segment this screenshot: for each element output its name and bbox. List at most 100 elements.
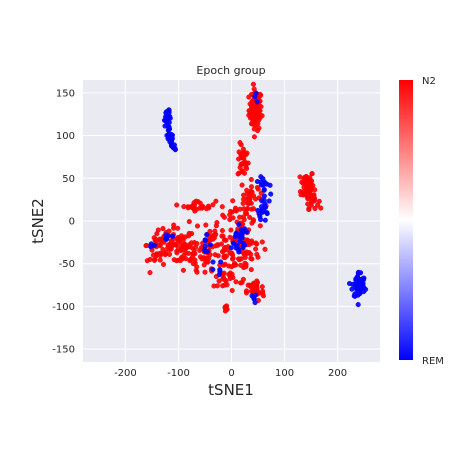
scatter-point <box>147 270 153 276</box>
scatter-point <box>236 221 242 227</box>
scatter-point <box>182 246 188 252</box>
x-tick-label: 0 <box>228 368 234 379</box>
scatter-point <box>248 267 254 273</box>
scatter-point <box>181 204 187 210</box>
scatter-point <box>305 189 311 195</box>
scatter-point <box>217 268 223 274</box>
scatter-point <box>260 176 266 182</box>
scatter-point <box>240 244 246 250</box>
scatter-point <box>227 270 233 276</box>
scatter-point <box>238 262 244 268</box>
scatter-point <box>255 128 261 134</box>
scatter-point <box>244 187 250 193</box>
scatter-point <box>250 81 256 87</box>
scatter-point <box>222 255 228 261</box>
scatter-point <box>268 191 274 197</box>
scatter-point <box>231 260 238 266</box>
scatter-point <box>238 227 244 233</box>
scatter-point <box>180 267 186 273</box>
scatter-point <box>239 182 245 188</box>
scatter-point <box>162 252 168 258</box>
scatter-point <box>182 234 188 240</box>
scatter-point <box>197 247 203 253</box>
scatter-point <box>247 199 253 205</box>
scatter-point <box>194 241 200 247</box>
scatter-point <box>262 246 268 252</box>
scatter-point <box>306 206 312 213</box>
scatter-point <box>171 241 177 247</box>
scatter-point <box>257 223 263 229</box>
scatter-point <box>194 223 201 229</box>
scatter-point <box>214 283 220 289</box>
scatter-point <box>355 286 361 293</box>
scatter-point <box>147 256 153 262</box>
scatter-point <box>242 254 248 261</box>
scatter-point <box>358 270 364 276</box>
scatter-point <box>204 255 210 261</box>
scatter-point <box>172 147 178 153</box>
scatter-point <box>166 251 173 257</box>
y-axis-label: tSNE2 <box>29 198 47 244</box>
scatter-point <box>223 237 229 243</box>
scatter-point <box>219 204 225 210</box>
scatter-point <box>201 262 207 268</box>
scatter-point <box>209 233 215 239</box>
scatter-point <box>258 217 264 223</box>
scatter-point <box>247 190 253 197</box>
scatter-point <box>240 276 246 282</box>
scatter-point <box>238 280 244 286</box>
scatter-point <box>355 302 361 308</box>
scatter-point <box>210 202 216 208</box>
scatter-point <box>240 200 246 206</box>
scatter-point <box>218 241 224 247</box>
scatter-point <box>312 205 318 212</box>
chart-title: Epoch group <box>196 64 265 77</box>
scatter-point <box>260 288 266 294</box>
x-tick-label: 200 <box>328 368 347 379</box>
scatter-point <box>254 178 260 185</box>
scatter-point <box>259 239 265 245</box>
scatter-point <box>143 243 149 249</box>
scatter-point <box>202 237 208 243</box>
x-axis-label: tSNE1 <box>208 381 254 399</box>
scatter-point <box>243 261 249 267</box>
scatter-point <box>312 187 318 193</box>
scatter-point <box>236 233 242 240</box>
scatter-point <box>229 252 236 258</box>
scatter-point <box>244 150 250 156</box>
scatter-point <box>309 171 315 177</box>
scatter-point <box>162 123 168 129</box>
scatter-point <box>253 246 259 252</box>
scatter-point <box>221 262 227 268</box>
scatter-point <box>207 242 213 248</box>
scatter-point <box>227 234 233 240</box>
scatter-point <box>166 119 172 125</box>
scatter-point <box>349 286 355 292</box>
scatter-point <box>219 228 225 234</box>
scatter-point <box>222 245 228 251</box>
scatter-point <box>246 94 252 100</box>
scatter-point <box>157 257 163 263</box>
scatter-point <box>186 219 192 225</box>
scatter-point <box>148 243 154 250</box>
scatter-point <box>262 180 268 187</box>
scatter-point <box>261 187 267 193</box>
scatter-point <box>258 204 265 210</box>
scatter-point <box>248 255 254 261</box>
scatter-point <box>297 174 303 180</box>
scatter-point <box>228 227 234 233</box>
scatter-point <box>251 120 257 126</box>
scatter-point <box>227 212 233 218</box>
scatter-point <box>166 114 173 120</box>
scatter-point <box>170 233 176 239</box>
scatter-points <box>143 81 369 314</box>
scatter-point <box>157 236 163 242</box>
scatter-point <box>220 212 226 218</box>
x-tick-label: -200 <box>114 368 137 379</box>
scatter-point <box>250 193 257 199</box>
scatter-point <box>213 223 219 229</box>
scatter-point <box>212 252 218 258</box>
scatter-point <box>228 245 234 251</box>
scatter-point <box>186 230 192 236</box>
